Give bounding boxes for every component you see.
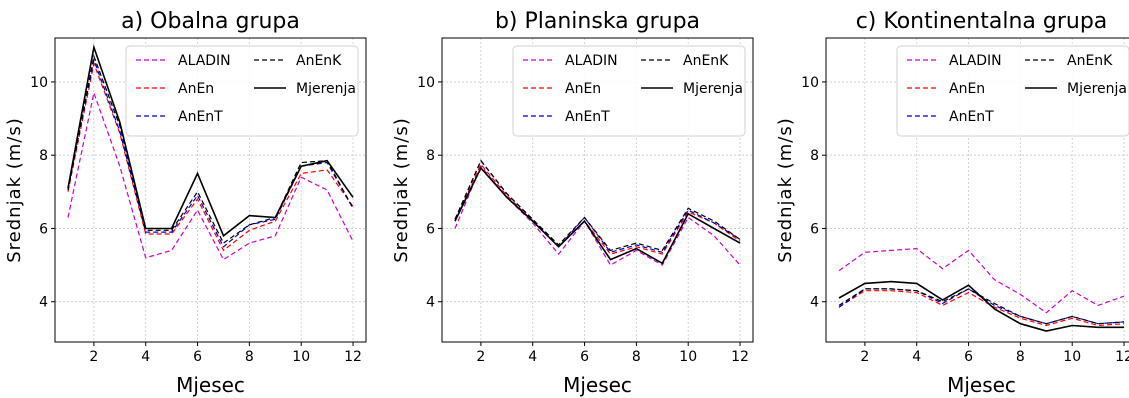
y-tick-label: 6	[426, 221, 435, 237]
legend-label: AnEnK	[1067, 53, 1113, 69]
x-tick-label: 10	[679, 349, 697, 365]
panel-1: 2 4 6 8 10 12 4 6 8 10 a) Obalna grupa Mjesec Srednj…	[4, 9, 367, 397]
y-tick-label: 6	[39, 221, 48, 237]
legend: ALADIN AnEn AnEnT AnEnK Mjerenja	[125, 45, 359, 137]
legend-box	[896, 45, 1129, 137]
panel-2: 2 4 6 8 10 12 4 6 8 10 b) Planinska grupa Mjesec Sre…	[391, 9, 754, 397]
plot-frame	[825, 37, 1129, 343]
legend-label: AnEnT	[565, 109, 610, 125]
legend-label: ALADIN	[565, 53, 618, 69]
y-axis-label: Srednjak (m/s)	[775, 117, 796, 263]
x-axis-label: Mjesec	[947, 373, 1016, 397]
y-tick-label: 6	[810, 221, 819, 237]
x-tick-label: 8	[632, 349, 641, 365]
legend-label: AnEnT	[178, 109, 223, 125]
legend-label: AnEn	[178, 81, 214, 97]
x-axis-label: Mjesec	[176, 373, 245, 397]
y-tick-label: 10	[801, 75, 819, 91]
series-line-anenk	[454, 159, 741, 252]
x-tick-label: 4	[912, 349, 921, 365]
x-tick-label: 12	[731, 349, 749, 365]
y-tick-label: 8	[810, 148, 819, 164]
y-tick-label: 8	[426, 148, 435, 164]
x-axis-label: Mjesec	[563, 373, 632, 397]
legend-box	[125, 45, 359, 137]
x-tick-label: 6	[964, 349, 973, 365]
series-line-mjerenja	[67, 44, 354, 238]
chart-title: b) Planinska grupa	[495, 9, 700, 34]
plot-frame	[54, 37, 367, 343]
series-line-anen	[838, 290, 1125, 327]
x-tick-label: 6	[580, 349, 589, 365]
y-tick-label: 8	[39, 148, 48, 164]
y-tick-label: 10	[417, 75, 435, 91]
legend: ALADIN AnEn AnEnT AnEnK Mjerenja	[896, 45, 1129, 137]
chart-title: c) Kontinentalna grupa	[856, 9, 1108, 34]
y-tick-label: 4	[810, 295, 819, 311]
legend-label: Mjerenja	[296, 81, 356, 97]
panel-3: 2 4 6 8 10 12 4 6 8 10 c) Kontinentalna grupa Mjese…	[775, 9, 1129, 397]
series-line-aladin	[454, 165, 741, 266]
legend-label: AnEnT	[949, 109, 994, 125]
y-tick-label: 10	[30, 75, 48, 91]
legend-label: AnEnK	[683, 53, 729, 69]
legend-label: Mjerenja	[683, 81, 743, 97]
x-tick-label: 4	[141, 349, 150, 365]
series-line-aladin	[838, 247, 1125, 314]
series-line-anen	[67, 61, 354, 252]
y-axis-label: Srednjak (m/s)	[391, 117, 412, 263]
x-tick-label: 8	[1016, 349, 1025, 365]
series-line-anenk	[67, 54, 354, 244]
x-tick-label: 4	[528, 349, 537, 365]
legend-label: AnEn	[565, 81, 601, 97]
series-line-aladin	[67, 90, 354, 261]
x-tick-label: 2	[476, 349, 485, 365]
legend-label: Mjerenja	[1067, 81, 1127, 97]
legend-label: ALADIN	[178, 53, 231, 69]
legend: ALADIN AnEn AnEnT AnEnK Mjerenja	[512, 45, 746, 137]
x-tick-label: 12	[344, 349, 362, 365]
x-tick-label: 8	[245, 349, 254, 365]
legend-label: AnEnK	[296, 53, 342, 69]
legend-label: ALADIN	[949, 53, 1002, 69]
series-line-anen	[454, 163, 741, 255]
chart-title: a) Obalna grupa	[121, 9, 300, 34]
x-tick-label: 6	[193, 349, 202, 365]
x-tick-label: 2	[89, 349, 98, 365]
x-tick-label: 10	[292, 349, 310, 365]
y-tick-label: 4	[426, 295, 435, 311]
x-tick-label: 2	[860, 349, 869, 365]
x-tick-label: 12	[1115, 349, 1129, 365]
x-tick-label: 10	[1063, 349, 1081, 365]
series-line-mjerenja	[454, 166, 741, 265]
series-line-anent	[838, 288, 1125, 325]
y-tick-label: 4	[39, 295, 48, 311]
series-line-mjerenja	[838, 280, 1124, 332]
plot-frame	[441, 37, 754, 343]
legend-box	[512, 45, 746, 137]
legend-label: AnEn	[949, 81, 985, 97]
y-axis-label: Srednjak (m/s)	[4, 117, 25, 263]
